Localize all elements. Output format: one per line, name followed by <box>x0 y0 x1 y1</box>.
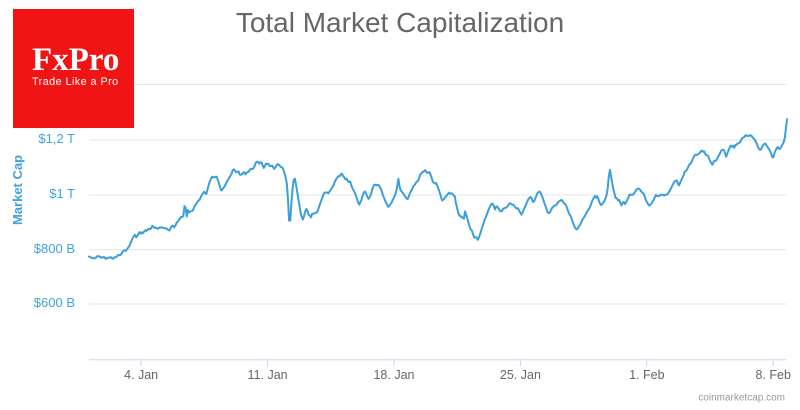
svg-text:$600 B: $600 B <box>34 295 75 310</box>
svg-text:1. Feb: 1. Feb <box>629 368 664 382</box>
svg-text:25. Jan: 25. Jan <box>500 368 541 382</box>
svg-text:$1 T: $1 T <box>49 186 75 201</box>
svg-text:Market Cap: Market Cap <box>10 155 25 225</box>
svg-text:11. Jan: 11. Jan <box>248 368 288 382</box>
svg-text:18. Jan: 18. Jan <box>373 368 414 382</box>
svg-text:8. Feb: 8. Feb <box>755 368 790 382</box>
svg-text:coinmarketcap.com: coinmarketcap.com <box>698 393 785 404</box>
svg-text:$1,2 T: $1,2 T <box>38 131 75 146</box>
svg-text:4. Jan: 4. Jan <box>124 368 158 382</box>
svg-text:$800 B: $800 B <box>34 241 75 256</box>
svg-text:Total Market Capitalization: Total Market Capitalization <box>236 7 564 38</box>
